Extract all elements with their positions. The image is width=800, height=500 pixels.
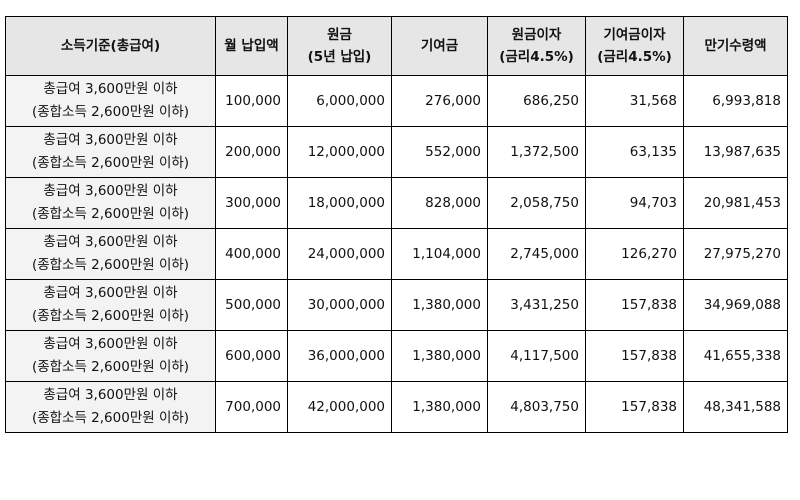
savings-table: 소득기준(총급여) 월 납입액 원금 (5년 납입) 기여금 원금이자 (금리4.5… [5,16,788,433]
contribution-interest-cell: 31,568 [585,75,684,127]
principal-interest-cell: 1,372,500 [487,126,586,178]
table-row: 총급여 3,600만원 이하 (종합소득 2,600만원 이하) 200,000 12… [5,126,788,178]
maturity-cell: 20,981,453 [683,177,788,229]
header-principal: 원금 (5년 납입) [287,16,392,76]
income-line: 총급여 3,600만원 이하 [43,183,178,199]
maturity-cell: 13,987,635 [683,126,788,178]
income-cell: 총급여 3,600만원 이하 (종합소득 2,600만원 이하) [5,126,216,178]
monthly-cell: 500,000 [215,279,288,331]
contribution-cell: 276,000 [391,75,488,127]
principal-cell: 12,000,000 [287,126,392,178]
header-contribution: 기여금 [391,16,488,76]
header-row: 소득기준(총급여) 월 납입액 원금 (5년 납입) 기여금 원금이자 (금리4.5… [5,16,788,76]
contribution-interest-cell: 126,270 [585,228,684,280]
table-row: 총급여 3,600만원 이하 (종합소득 2,600만원 이하) 700,000 42… [5,381,788,433]
principal-interest-cell: 686,250 [487,75,586,127]
contribution-interest-cell: 157,838 [585,279,684,331]
table-row: 총급여 3,600만원 이하 (종합소득 2,600만원 이하) 100,000 6,… [5,75,788,127]
income-line: 총급여 3,600만원 이하 [43,336,178,352]
monthly-cell: 100,000 [215,75,288,127]
income-line: 총급여 3,600만원 이하 [43,285,178,301]
contribution-cell: 1,380,000 [391,381,488,433]
monthly-cell: 600,000 [215,330,288,382]
principal-interest-cell: 2,745,000 [487,228,586,280]
contribution-interest-cell: 63,135 [585,126,684,178]
income-cell: 총급여 3,600만원 이하 (종합소득 2,600만원 이하) [5,330,216,382]
contribution-cell: 828,000 [391,177,488,229]
maturity-cell: 41,655,338 [683,330,788,382]
principal-interest-cell: 3,431,250 [487,279,586,331]
contribution-cell: 1,380,000 [391,330,488,382]
principal-cell: 18,000,000 [287,177,392,229]
table-row: 총급여 3,600만원 이하 (종합소득 2,600만원 이하) 600,000 36… [5,330,788,382]
table-row: 총급여 3,600만원 이하 (종합소득 2,600만원 이하) 500,000 30… [5,279,788,331]
principal-cell: 42,000,000 [287,381,392,433]
income-cell: 총급여 3,600만원 이하 (종합소득 2,600만원 이하) [5,75,216,127]
principal-cell: 30,000,000 [287,279,392,331]
header-income: 소득기준(총급여) [5,16,216,76]
monthly-cell: 400,000 [215,228,288,280]
principal-interest-cell: 2,058,750 [487,177,586,229]
monthly-cell: 200,000 [215,126,288,178]
contribution-interest-cell: 94,703 [585,177,684,229]
maturity-cell: 27,975,270 [683,228,788,280]
income-line: 총급여 3,600만원 이하 [43,234,178,250]
income-cell: 총급여 3,600만원 이하 (종합소득 2,600만원 이하) [5,228,216,280]
income-line: (종합소득 2,600만원 이하) [31,104,190,120]
principal-cell: 6,000,000 [287,75,392,127]
income-line: (종합소득 2,600만원 이하) [31,206,190,222]
maturity-cell: 48,341,588 [683,381,788,433]
income-line: (종합소득 2,600만원 이하) [31,155,190,171]
principal-interest-cell: 4,803,750 [487,381,586,433]
income-cell: 총급여 3,600만원 이하 (종합소득 2,600만원 이하) [5,381,216,433]
header-contribution-interest: 기여금이자 (금리4.5%) [585,16,684,76]
monthly-cell: 300,000 [215,177,288,229]
principal-interest-cell: 4,117,500 [487,330,586,382]
income-line: 총급여 3,600만원 이하 [43,132,178,148]
income-line: (종합소득 2,600만원 이하) [31,308,190,324]
income-line: (종합소득 2,600만원 이하) [31,257,190,273]
header-maturity: 만기수령액 [683,16,788,76]
contribution-cell: 552,000 [391,126,488,178]
income-line: (종합소득 2,600만원 이하) [31,410,190,426]
income-line: 총급여 3,600만원 이하 [43,387,178,403]
principal-cell: 24,000,000 [287,228,392,280]
monthly-cell: 700,000 [215,381,288,433]
maturity-cell: 34,969,088 [683,279,788,331]
header-monthly: 월 납입액 [215,16,288,76]
income-cell: 총급여 3,600만원 이하 (종합소득 2,600만원 이하) [5,279,216,331]
income-line: 총급여 3,600만원 이하 [43,81,178,97]
income-line: (종합소득 2,600만원 이하) [31,359,190,375]
principal-cell: 36,000,000 [287,330,392,382]
contribution-interest-cell: 157,838 [585,330,684,382]
header-principal-interest: 원금이자 (금리4.5%) [487,16,586,76]
income-cell: 총급여 3,600만원 이하 (종합소득 2,600만원 이하) [5,177,216,229]
table-row: 총급여 3,600만원 이하 (종합소득 2,600만원 이하) 300,000 18… [5,177,788,229]
contribution-cell: 1,380,000 [391,279,488,331]
contribution-cell: 1,104,000 [391,228,488,280]
maturity-cell: 6,993,818 [683,75,788,127]
contribution-interest-cell: 157,838 [585,381,684,433]
table-row: 총급여 3,600만원 이하 (종합소득 2,600만원 이하) 400,000 24… [5,228,788,280]
